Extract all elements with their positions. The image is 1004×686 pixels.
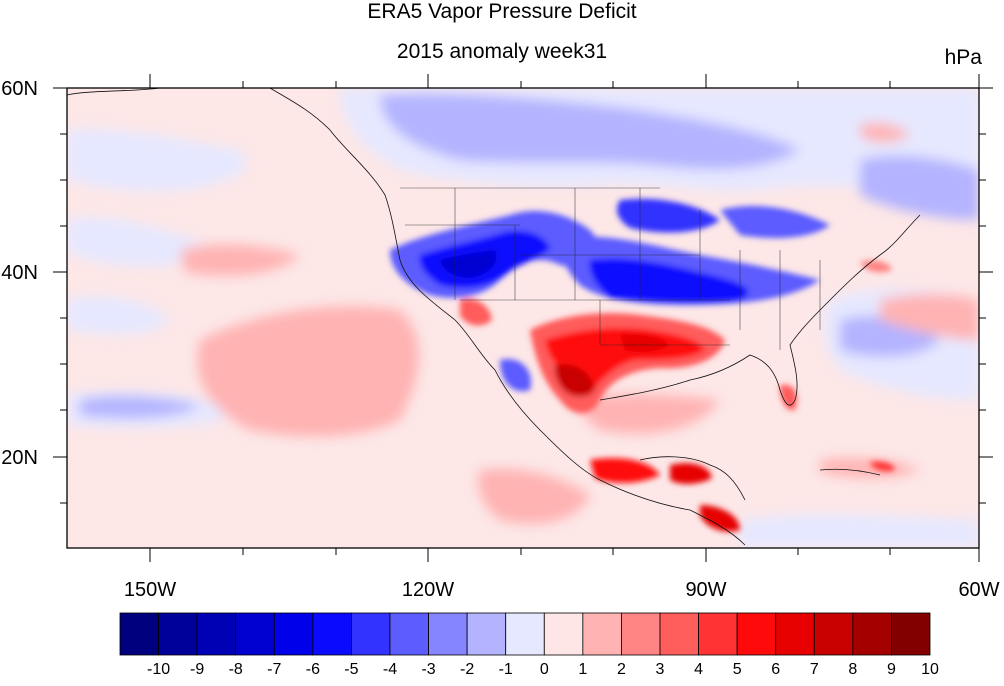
- colorbar-label: 8: [848, 661, 857, 678]
- state-borders: [400, 187, 821, 350]
- x-tick-90w: 90W: [685, 579, 726, 601]
- colorbar-box-20: [891, 612, 931, 656]
- colorbar-box-12: [582, 612, 622, 656]
- units-label: hPa: [944, 46, 982, 69]
- y-tick-60n: 60N: [1, 78, 38, 100]
- colorbar-box-2: [196, 612, 237, 656]
- colorbar: -10 -9 -8 -7 -6 -5 -4 -3 -2 -1 0 1 2 3 4 5 6 7 8 9 10: [119, 612, 939, 678]
- colorbar-box-10: [505, 612, 545, 656]
- colorbar-box-14: [659, 612, 699, 656]
- colorbar-label: -1: [499, 661, 513, 678]
- y-tick-labels: 60N 40N 20N: [1, 78, 38, 469]
- anomaly-field: [67, 88, 979, 548]
- figure-title: ERA5 Vapor Pressure Deficit: [367, 0, 637, 23]
- colorbar-label: 0: [540, 661, 549, 678]
- colorbar-box-11: [543, 612, 584, 656]
- y-tick-40n: 40N: [1, 262, 38, 284]
- colorbar-box-8: [428, 612, 468, 656]
- colorbar-label: -5: [344, 661, 358, 678]
- colorbar-label: 5: [733, 661, 742, 678]
- colorbar-box-6: [351, 612, 391, 656]
- colorbar-box-9: [466, 612, 507, 656]
- colorbar-label: 7: [810, 661, 819, 678]
- colorbar-label: -4: [383, 661, 397, 678]
- x-tick-150w: 150W: [124, 579, 176, 601]
- colorbar-label: 10: [921, 661, 939, 678]
- x-tick-120w: 120W: [402, 579, 454, 601]
- colorbar-box-17: [775, 612, 815, 656]
- colorbar-label: 1: [578, 661, 587, 678]
- colorbar-box-7: [389, 612, 429, 656]
- colorbar-label: 6: [771, 661, 780, 678]
- colorbar-label: -7: [267, 661, 281, 678]
- colorbar-box-5: [312, 612, 352, 656]
- coastlines: [67, 88, 921, 546]
- colorbar-label: -3: [421, 661, 435, 678]
- colorbar-label: -8: [229, 661, 243, 678]
- colorbar-label: 9: [887, 661, 896, 678]
- colorbar-label: -2: [460, 661, 474, 678]
- colorbar-box-0: [119, 612, 159, 656]
- figure-subtitle: 2015 anomaly week31: [396, 40, 608, 63]
- colorbar-box-3: [235, 612, 275, 656]
- colorbar-label: -6: [306, 661, 320, 678]
- colorbar-label: 2: [617, 661, 626, 678]
- colorbar-box-13: [621, 612, 661, 656]
- colorbar-box-16: [736, 612, 777, 656]
- colorbar-box-18: [813, 612, 854, 656]
- x-tick-60w: 60W: [958, 579, 999, 601]
- colorbar-box-4: [273, 612, 314, 656]
- colorbar-label: -10: [147, 661, 170, 678]
- colorbar-label: -9: [190, 661, 204, 678]
- colorbar-box-1: [158, 612, 198, 656]
- x-tick-labels: 150W 120W 90W 60W: [124, 579, 1000, 601]
- colorbar-label: 4: [694, 661, 703, 678]
- axis-ticks: [53, 74, 993, 562]
- y-tick-20n: 20N: [1, 447, 38, 469]
- colorbar-box-15: [698, 612, 738, 656]
- colorbar-label: 3: [656, 661, 665, 678]
- colorbar-box-19: [852, 612, 892, 656]
